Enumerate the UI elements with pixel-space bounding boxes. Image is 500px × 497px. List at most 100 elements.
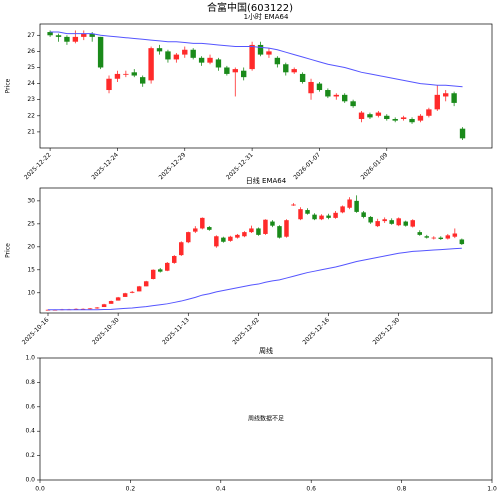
x-tick-label: 0.6 xyxy=(306,486,316,493)
candle-body xyxy=(410,220,415,227)
y-tick-label: 0.2 xyxy=(25,452,35,459)
candle-body xyxy=(434,94,440,110)
candle-body xyxy=(89,33,95,37)
plot-frame xyxy=(39,187,493,314)
x-tick-label: 1.0 xyxy=(487,486,497,493)
plot-frame xyxy=(39,357,493,481)
y-tick-label: 25 xyxy=(27,220,35,227)
y-axis-label: Price xyxy=(5,78,12,93)
candle-body xyxy=(249,44,255,70)
candle-body xyxy=(148,48,154,81)
x-tick-label: 2025-12-16 xyxy=(301,316,331,346)
x-tick-label: 2025-12-29 xyxy=(158,151,188,181)
candle-body xyxy=(150,269,156,279)
y-tick-label: 10 xyxy=(27,289,35,296)
x-tick-label: 2025-12-24 xyxy=(90,151,120,181)
page-title: 合富中国(603122) xyxy=(207,1,293,14)
candle-body xyxy=(242,232,247,237)
candle-body xyxy=(179,242,184,256)
plot-frame xyxy=(39,23,493,149)
candle-body xyxy=(221,237,226,242)
candle-body xyxy=(340,206,345,213)
candle-body xyxy=(249,228,254,233)
candle-body xyxy=(207,227,212,230)
y-tick-label: 27 xyxy=(27,32,35,39)
candle-body xyxy=(431,237,437,239)
candle-body xyxy=(342,94,348,102)
x-tick-label: 2026-01-09 xyxy=(360,151,390,181)
candle-body xyxy=(350,101,356,107)
candle-body xyxy=(114,73,121,79)
candle-body xyxy=(367,114,373,118)
candle-body xyxy=(232,69,238,73)
ema-line xyxy=(48,247,462,311)
y-tick-label: 24 xyxy=(27,80,35,87)
candle-body xyxy=(325,90,331,97)
candle-body xyxy=(224,67,230,74)
candle-body xyxy=(283,64,289,73)
candle-body xyxy=(396,218,401,226)
candle-body xyxy=(136,286,142,292)
candle-body xyxy=(308,81,314,94)
candle-body xyxy=(256,228,261,235)
candle-body xyxy=(165,51,171,60)
candle-body xyxy=(403,221,408,226)
candle-body xyxy=(445,235,451,239)
candle-body xyxy=(156,48,163,52)
candle-body xyxy=(400,117,407,120)
candle-body xyxy=(361,212,366,217)
candle-body xyxy=(64,36,70,42)
y-tick-label: 26 xyxy=(27,48,35,55)
candle-body xyxy=(87,308,93,310)
candle-body xyxy=(139,77,146,84)
candle-body xyxy=(108,301,114,304)
panel-title: 周线 xyxy=(259,346,273,355)
x-tick-label: 0.2 xyxy=(126,486,136,493)
candle-body xyxy=(266,51,272,55)
candle-body xyxy=(284,220,289,237)
candle-body xyxy=(298,209,303,220)
x-tick-label: 2025-10-30 xyxy=(91,316,121,346)
candle-body xyxy=(382,219,387,222)
y-tick-label: 15 xyxy=(27,266,35,273)
candle-body xyxy=(459,128,466,139)
x-tick-label: 2025-11-13 xyxy=(161,316,191,346)
candle-body xyxy=(122,293,128,297)
candle-body xyxy=(198,57,205,63)
candle-body xyxy=(131,72,137,76)
candle-body xyxy=(81,33,87,37)
y-tick-label: 0.8 xyxy=(25,379,35,386)
ema-line xyxy=(50,31,463,88)
annotation: 周线数据不足 xyxy=(248,415,284,423)
y-tick-label: 0.4 xyxy=(25,428,35,435)
candle-body xyxy=(368,216,373,223)
candle-body xyxy=(106,78,112,91)
candle-body xyxy=(389,220,394,224)
candle-body xyxy=(291,204,296,206)
x-tick-label: 2025-12-22 xyxy=(23,151,53,181)
candle-body xyxy=(235,234,240,238)
candle-body xyxy=(214,236,219,247)
candle-body xyxy=(173,54,180,60)
candle-body xyxy=(459,239,465,245)
y-tick-label: 30 xyxy=(27,197,35,204)
candle-body xyxy=(443,93,449,97)
candle-body xyxy=(215,59,222,68)
x-tick-label: 2025-12-30 xyxy=(372,316,402,346)
candle-body xyxy=(129,291,135,293)
candle-body xyxy=(193,228,198,232)
candle-body xyxy=(316,83,323,91)
candle-body xyxy=(384,115,390,120)
candle-body xyxy=(417,115,424,121)
candle-body xyxy=(123,73,129,75)
x-tick-label: 2025-12-02 xyxy=(231,316,261,346)
candle-body xyxy=(207,57,213,63)
candle-body xyxy=(354,200,359,212)
candle-body xyxy=(47,32,53,36)
y-tick-label: 23 xyxy=(27,96,35,103)
candle-body xyxy=(263,219,268,234)
candle-body xyxy=(80,308,86,310)
candle-body xyxy=(97,36,104,68)
candle-body xyxy=(277,226,282,238)
